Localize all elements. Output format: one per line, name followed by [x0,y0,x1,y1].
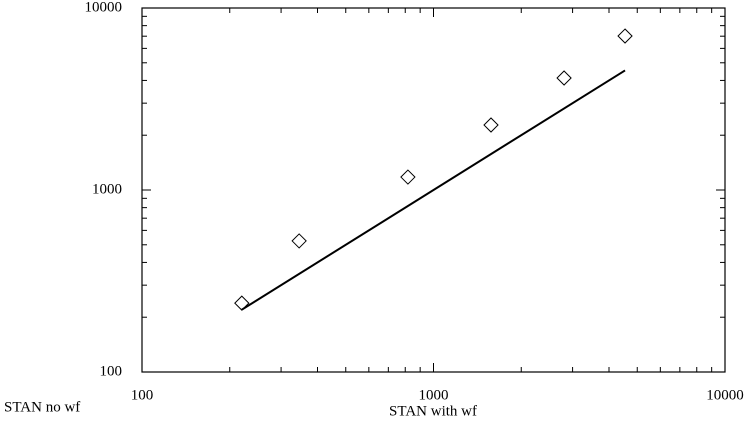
diamond-marker [617,28,633,44]
x-axis-label: STAN with wf [389,403,477,419]
y-tick-label: 10000 [85,0,123,15]
x-tick-label: 100 [131,387,154,403]
diamond-marker [400,169,416,185]
y-tick-label: 1000 [92,181,122,197]
x-tick-label: 1000 [419,387,449,403]
diamond-marker [234,295,250,311]
y-axis-label: STAN no wf [4,399,80,415]
reference-line [241,69,626,311]
y-tick-label: 100 [100,363,123,379]
diamond-marker [291,233,307,249]
diamond-marker [483,117,499,133]
x-tick-label: 10000 [706,387,744,403]
diamond-marker [556,70,572,86]
